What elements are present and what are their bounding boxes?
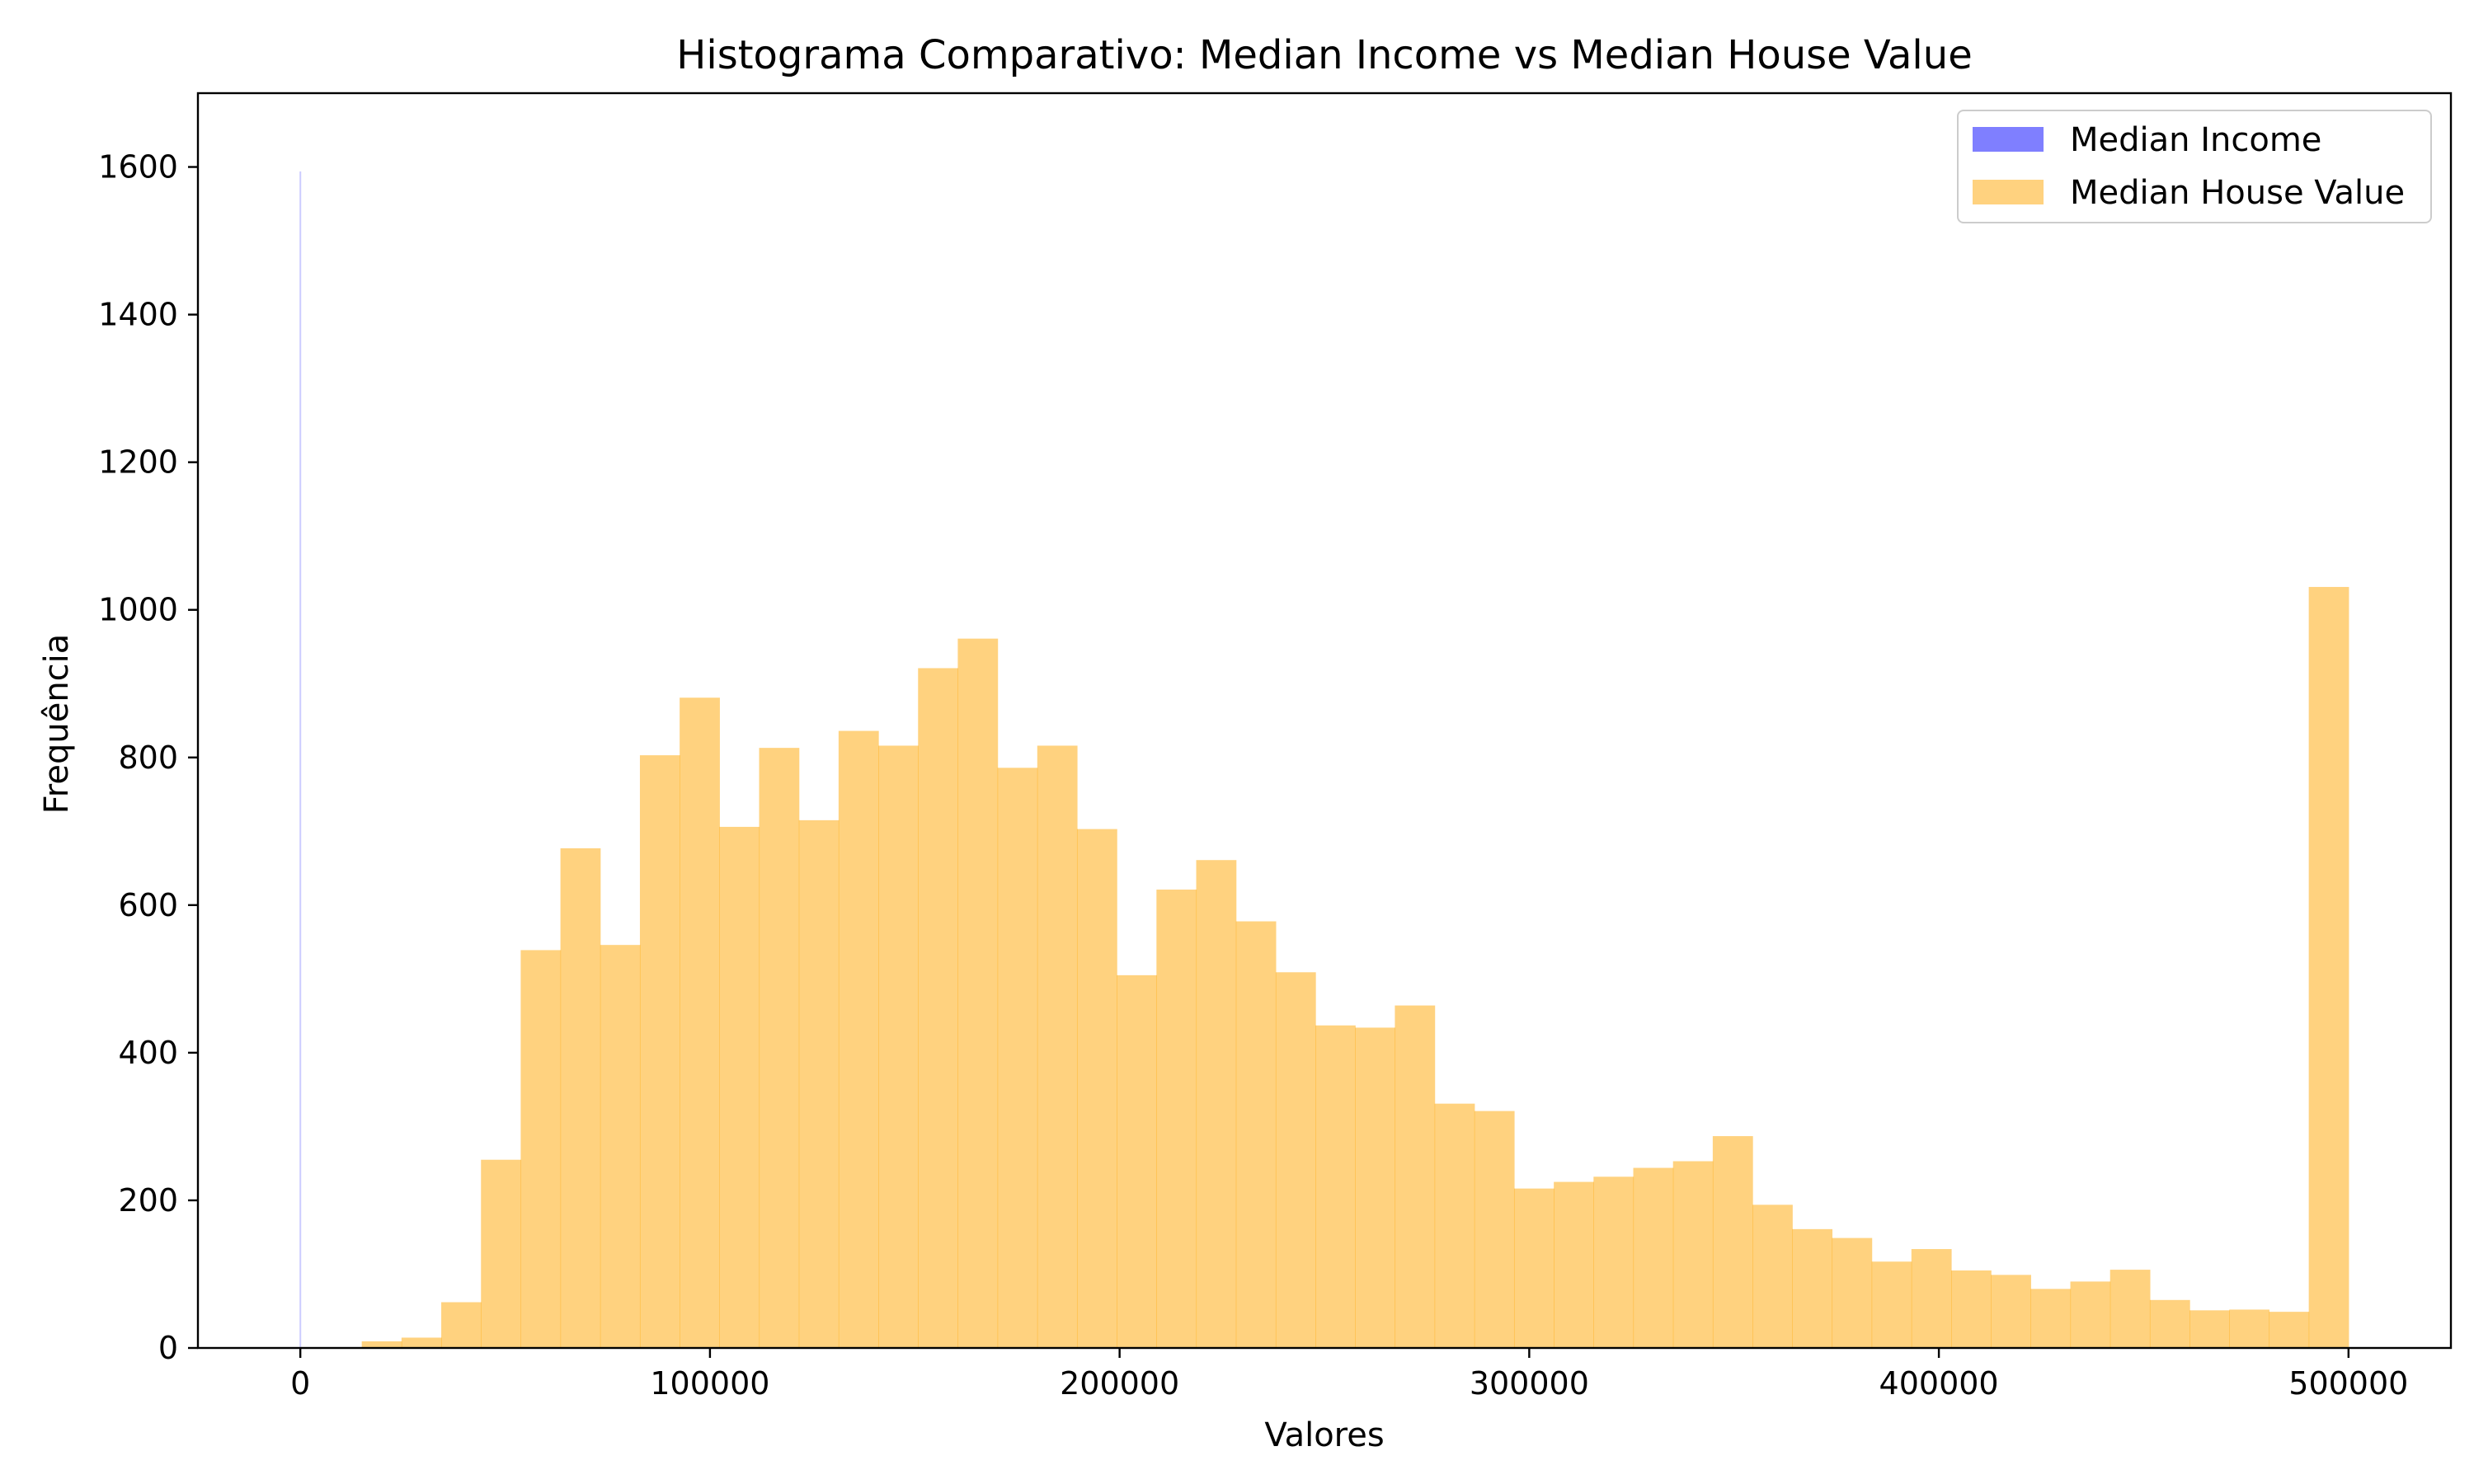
median-house-value-bar-46 — [2189, 1310, 2230, 1348]
legend-frame — [1957, 110, 2432, 223]
x-tick-label: 200000 — [1060, 1365, 1179, 1402]
legend: Median Income Median House Value — [1957, 110, 2432, 223]
median-house-value-bar-1 — [401, 1337, 442, 1348]
median-house-value-bar-14 — [918, 668, 959, 1348]
median-house-value-bar-44 — [2109, 1270, 2151, 1348]
median-income-bar-0 — [299, 171, 302, 1349]
y-tick-label: 400 — [118, 1035, 178, 1071]
median-house-value-bar-4 — [520, 950, 562, 1348]
x-tick-label: 0 — [290, 1365, 310, 1402]
median-house-value-bar-23 — [1275, 972, 1316, 1348]
x-tick-label: 300000 — [1470, 1365, 1589, 1402]
median-house-value-bar-2 — [441, 1302, 482, 1348]
x-tick-label: 500000 — [2288, 1365, 2408, 1402]
y-tick-label: 1400 — [98, 297, 178, 333]
median-house-value-bar-21 — [1196, 860, 1237, 1348]
y-tick-label: 1600 — [98, 149, 178, 186]
legend-swatch-median-house-value — [1973, 180, 2044, 204]
median-house-value-bar-20 — [1156, 890, 1197, 1348]
median-house-value-bar-41 — [1991, 1275, 2031, 1348]
median-house-value-bar-35 — [1752, 1205, 1793, 1348]
median-house-value-bar-29 — [1513, 1188, 1554, 1348]
median-house-value-bar-0 — [361, 1341, 402, 1348]
legend-swatch-median-income — [1973, 127, 2044, 152]
legend-label-median-income: Median Income — [2070, 121, 2321, 159]
median-house-value-bar-10 — [759, 748, 800, 1348]
median-house-value-bar-5 — [560, 848, 601, 1348]
median-house-value-bar-30 — [1554, 1181, 1594, 1348]
median-house-value-bar-37 — [1832, 1237, 1873, 1348]
median-house-value-bar-9 — [719, 826, 760, 1348]
median-house-value-bar-45 — [2149, 1299, 2190, 1348]
median-house-value-bar-43 — [2070, 1281, 2111, 1348]
y-tick-label: 1000 — [98, 592, 178, 628]
plot-frame — [196, 92, 2453, 1350]
y-tick-label: 1200 — [98, 444, 178, 481]
chart-title: Histograma Comparativo: Median Income vs… — [676, 32, 1972, 78]
median-house-value-bar-8 — [680, 697, 720, 1348]
median-house-value-bar-26 — [1395, 1005, 1436, 1348]
median-house-value-bar-34 — [1712, 1136, 1753, 1348]
median-house-value-bar-15 — [957, 638, 999, 1348]
bars-layer — [299, 171, 2349, 1349]
median-house-value-bar-36 — [1792, 1228, 1833, 1348]
median-house-value-bar-17 — [1037, 745, 1078, 1348]
y-tick-label: 800 — [118, 740, 178, 776]
median-house-value-bar-13 — [878, 745, 919, 1348]
median-house-value-bar-27 — [1434, 1103, 1475, 1348]
median-house-value-bar-42 — [2030, 1289, 2072, 1348]
y-tick-label: 0 — [158, 1330, 178, 1366]
median-house-value-bar-47 — [2229, 1309, 2270, 1348]
y-tick-label: 600 — [118, 887, 178, 923]
median-house-value-bar-7 — [639, 755, 680, 1348]
median-house-value-bar-49 — [2308, 586, 2349, 1348]
median-house-value-bar-28 — [1474, 1111, 1515, 1348]
median-house-value-bar-33 — [1672, 1161, 1714, 1348]
median-house-value-bar-39 — [1911, 1249, 1952, 1348]
median-house-value-bar-18 — [1076, 829, 1117, 1348]
median-house-value-bar-48 — [2269, 1312, 2310, 1348]
median-house-value-bar-38 — [1871, 1261, 1912, 1348]
legend-label-median-house-value: Median House Value — [2070, 174, 2405, 212]
median-house-value-bar-32 — [1633, 1167, 1674, 1348]
median-house-value-bar-6 — [600, 945, 641, 1348]
x-tick-label: 400000 — [1879, 1365, 1999, 1402]
median-house-value-bar-19 — [1117, 974, 1157, 1348]
median-house-value-bar-40 — [1950, 1270, 1992, 1348]
median-house-value-bar-11 — [798, 819, 840, 1348]
x-axis-label: Valores — [1264, 1416, 1384, 1454]
median-house-value-bar-3 — [481, 1159, 522, 1348]
median-house-value-bar-25 — [1355, 1027, 1396, 1348]
median-house-value-bar-31 — [1593, 1176, 1634, 1348]
median-house-value-bar-16 — [997, 768, 1038, 1348]
y-tick-label: 200 — [118, 1182, 178, 1219]
axes-layer: 0 100000 200000 300000 400000 500000 0 200 400 60… — [98, 92, 2453, 1402]
median-house-value-bar-12 — [838, 730, 879, 1348]
median-house-value-bar-22 — [1235, 921, 1277, 1348]
x-tick-label: 100000 — [650, 1365, 769, 1402]
y-axis-label: Frequência — [38, 634, 76, 815]
median-house-value-bar-24 — [1315, 1025, 1356, 1348]
